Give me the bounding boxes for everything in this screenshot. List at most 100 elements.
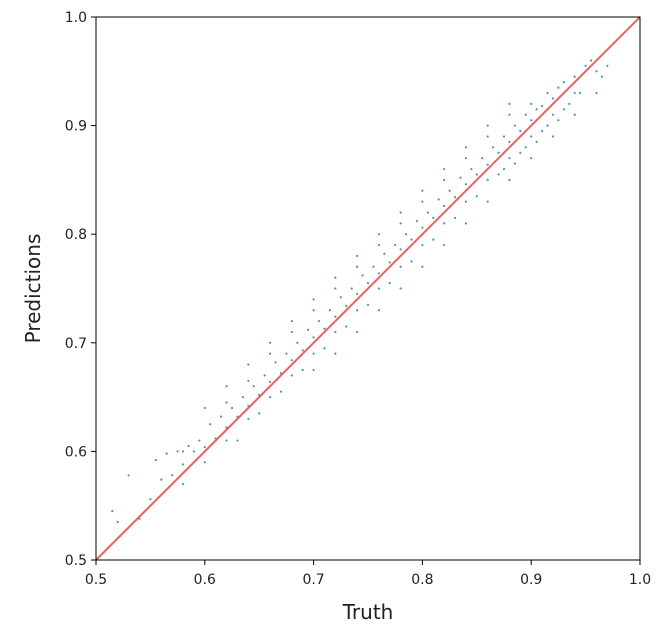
data-point [258,412,261,415]
y-axis-label: Predictions [21,234,45,344]
data-point [470,167,473,171]
data-point [410,238,413,241]
data-point [421,265,424,268]
data-point [589,59,593,62]
data-point [551,135,555,138]
data-point [334,287,337,290]
data-point [225,439,228,442]
data-point [268,396,272,399]
y-tick-label: 0.8 [65,227,87,243]
data-point [268,380,272,383]
data-point [464,183,468,186]
data-point [481,157,484,160]
data-point [334,330,337,334]
data-point [399,222,402,225]
data-point [345,325,348,328]
data-point [573,75,576,78]
y-tick-label: 1.0 [65,10,87,26]
data-point [486,200,489,203]
x-tick-label: 0.9 [520,572,542,588]
data-point [530,102,533,105]
data-point [546,124,549,127]
data-point [524,113,527,116]
data-point [486,178,489,181]
data-point [508,178,511,181]
data-point [492,146,495,149]
data-point [426,211,429,214]
data-point [268,341,272,344]
data-point [203,461,206,464]
data-point [279,390,283,393]
data-point [399,265,402,268]
data-point [372,265,375,268]
data-point [377,309,380,312]
data-point [579,91,582,95]
data-point [562,108,565,111]
data-point [606,64,609,67]
data-point [497,173,500,176]
data-point [356,309,359,312]
data-point [334,352,337,355]
data-point [247,417,250,420]
data-point [356,330,359,334]
data-point [312,336,315,339]
data-point [508,140,511,143]
data-point [203,406,206,410]
data-point [519,151,522,154]
y-tick-label: 0.5 [65,553,87,569]
data-point [421,189,424,192]
data-point [334,276,337,279]
data-point [421,226,424,229]
data-point [551,113,555,116]
data-point [546,91,549,95]
data-point [486,163,489,166]
data-point [502,135,506,138]
data-point [301,368,304,372]
data-point [421,243,424,247]
data-point [323,347,326,350]
data-point [453,196,457,199]
data-point [502,167,506,171]
data-point [557,119,560,122]
data-point [154,458,157,462]
data-point [551,97,555,100]
data-point [443,178,446,181]
data-point [421,200,424,203]
data-point [508,113,511,116]
data-point [557,86,560,89]
data-point [530,119,533,122]
data-point [595,70,598,73]
data-point [443,222,446,225]
x-tick-label: 0.7 [302,572,324,588]
data-point [192,450,196,453]
data-point [203,445,206,449]
data-point [432,238,435,241]
data-point [410,260,413,263]
data-point [317,319,321,323]
data-point [350,287,353,290]
data-point [388,281,391,285]
data-point [377,272,380,275]
data-point [181,463,185,466]
data-point [530,157,533,160]
data-point [225,401,228,404]
x-axis-ticks: 0.5 0.6 0.7 0.8 0.9 1.0 [85,560,651,588]
data-point [475,173,478,176]
data-point [448,189,451,192]
y-tick-label: 0.7 [65,336,87,352]
data-point [171,474,174,477]
data-point [443,243,446,247]
data-point [530,135,533,138]
data-point [290,330,293,334]
data-point [181,482,185,486]
data-point [573,113,576,116]
y-tick-label: 0.9 [65,119,87,135]
data-point [513,124,516,127]
data-point [220,415,223,418]
data-point [198,439,201,442]
data-point [247,363,250,366]
data-point [366,281,370,285]
data-point [116,520,119,524]
y-tick-label: 0.6 [65,444,87,460]
